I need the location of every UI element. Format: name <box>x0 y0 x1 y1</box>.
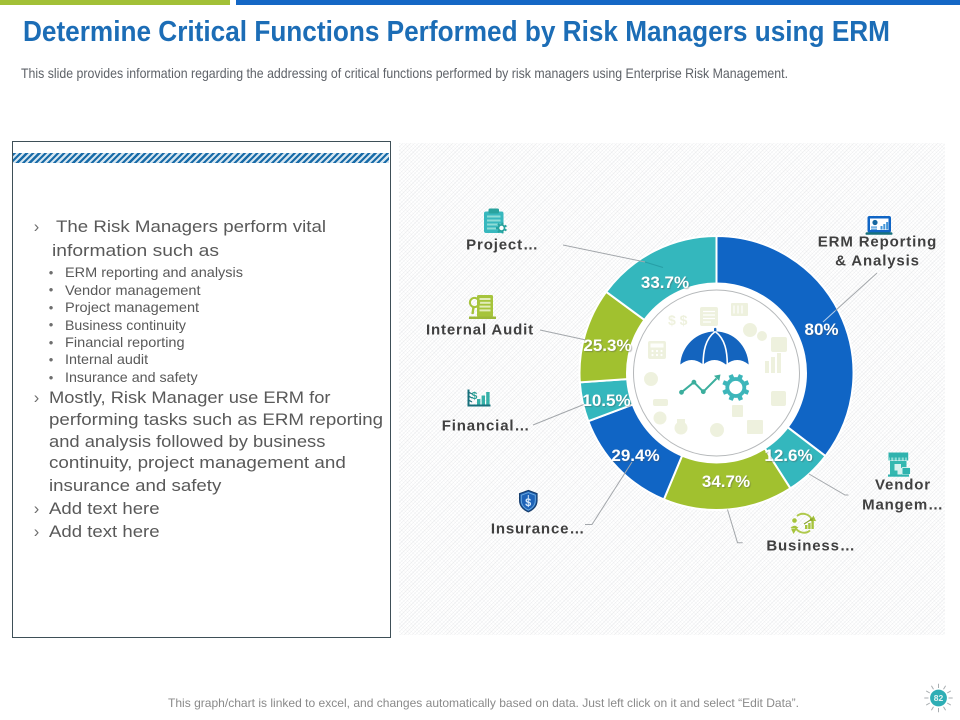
svg-text:$: $ <box>472 390 478 402</box>
svg-text:82: 82 <box>934 693 944 703</box>
svg-text:$ $: $ $ <box>668 312 688 328</box>
